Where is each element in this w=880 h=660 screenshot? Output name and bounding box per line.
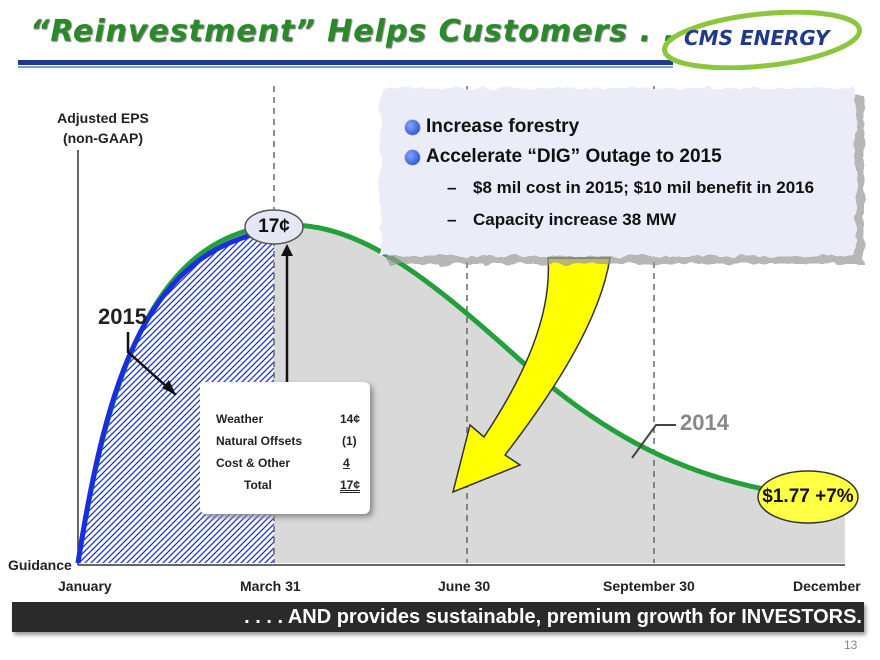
callout-box bbox=[380, 88, 856, 256]
callout-subbullet-text: Capacity increase 38 MW bbox=[473, 210, 677, 229]
title-underline bbox=[18, 60, 673, 65]
callout-bullet-text: Accelerate “DIG” Outage to 2015 bbox=[426, 146, 722, 167]
breakdown-table: Weather 14¢ Natural Offsets (1) Cost & O… bbox=[200, 382, 370, 514]
callout-bullet-text: Increase forestry bbox=[426, 116, 580, 137]
y-axis-label: Adjusted EPS (non-GAAP) bbox=[48, 108, 158, 148]
x-label-december: December bbox=[793, 578, 861, 594]
breakdown-row-label: Natural Offsets bbox=[216, 434, 303, 448]
breakdown-total-value: 17¢ bbox=[340, 478, 361, 492]
breakdown-row-value: 4 bbox=[343, 456, 350, 470]
logo-wordmark: CMS ENERGY bbox=[684, 26, 830, 50]
year-end-value: $1.77 +7% bbox=[762, 486, 854, 507]
series-label-2015: 2015 bbox=[98, 304, 147, 329]
callout-subbullet: – Capacity increase 38 MW bbox=[405, 204, 814, 236]
callout-subbullet: – $8 mil cost in 2015; $10 mil benefit i… bbox=[405, 172, 814, 204]
callout-subbullet-text: $8 mil cost in 2015; $10 mil benefit in … bbox=[473, 178, 815, 197]
breakdown-total-label: Total bbox=[244, 478, 272, 492]
dash-icon: – bbox=[447, 178, 457, 197]
breakdown-row-label: Weather bbox=[216, 412, 264, 426]
slide-title: “Reinvestment” Helps Customers . . . . bbox=[30, 14, 724, 49]
x-label-january: January bbox=[58, 578, 112, 594]
x-label-june: June 30 bbox=[438, 578, 491, 594]
baseline-label: Guidance bbox=[8, 557, 72, 573]
callout-bullet: Accelerate “DIG” Outage to 2015 bbox=[405, 142, 814, 172]
x-label-march: March 31 bbox=[240, 578, 301, 594]
x-label-september: September 30 bbox=[603, 578, 695, 594]
pointer-2014 bbox=[631, 424, 676, 459]
year-end-badge bbox=[757, 470, 859, 524]
footer-bar bbox=[12, 602, 864, 632]
curve-2015 bbox=[75, 227, 275, 564]
cms-energy-logo bbox=[661, 10, 863, 70]
eps-chart bbox=[75, 86, 864, 566]
breakdown-row-value: (1) bbox=[342, 434, 357, 448]
bullet-dot-icon bbox=[405, 119, 420, 135]
breakdown-row-value: 14¢ bbox=[340, 412, 361, 426]
callout-content: Increase forestry Accelerate “DIG” Outag… bbox=[405, 112, 814, 236]
peak-value-badge bbox=[244, 209, 304, 245]
pointer-2015-head bbox=[162, 380, 176, 395]
dash-icon: – bbox=[447, 210, 457, 229]
peak-arrow-head bbox=[281, 244, 293, 256]
page-number: 13 bbox=[844, 638, 858, 652]
breakdown-row-label: Cost & Other bbox=[216, 456, 291, 470]
peak-value: 17¢ bbox=[258, 216, 290, 237]
footer-tagline: . . . . AND provides sustainable, premiu… bbox=[244, 606, 862, 628]
bullet-dot-icon bbox=[405, 149, 420, 165]
callout-arrow bbox=[451, 257, 611, 494]
y-axis-label-line1: Adjusted EPS bbox=[57, 110, 149, 126]
callout-bullet: Increase forestry bbox=[405, 112, 814, 142]
pointer-2015 bbox=[126, 332, 177, 396]
title-underline-accent bbox=[18, 66, 673, 68]
series-label-2014: 2014 bbox=[680, 410, 729, 435]
y-axis-label-line2: (non-GAAP) bbox=[62, 130, 144, 146]
